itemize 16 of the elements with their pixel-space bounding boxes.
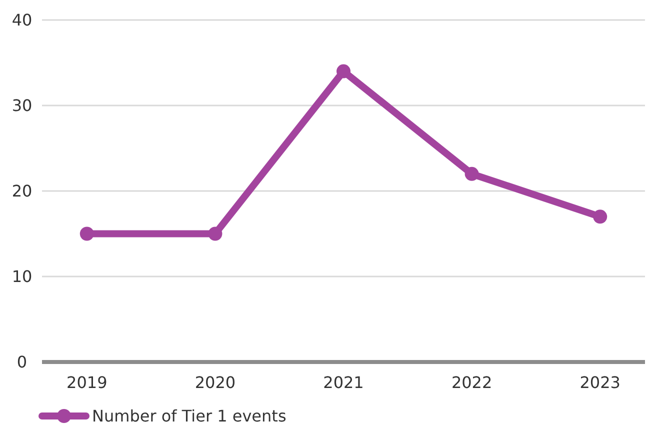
point — [336, 64, 350, 78]
x-tick-label: 2019 — [66, 373, 108, 392]
point — [464, 166, 479, 181]
x-tick-label: 2020 — [194, 373, 236, 392]
y-tick-label: 20 — [12, 182, 32, 201]
point — [80, 226, 94, 241]
y-tick-label: 30 — [12, 96, 32, 116]
y-tick-label: 0 — [16, 352, 28, 372]
legend-label: Number of Tier 1 events — [92, 406, 286, 426]
x-tick-label: 2023 — [580, 373, 620, 392]
point — [208, 226, 222, 241]
x-tick-label: 2021 — [323, 373, 364, 392]
y-tick-label: 10 — [12, 267, 32, 286]
y-tick-label: 40 — [12, 10, 32, 30]
point — [593, 210, 608, 224]
x-tick-label: 2022 — [451, 373, 492, 392]
